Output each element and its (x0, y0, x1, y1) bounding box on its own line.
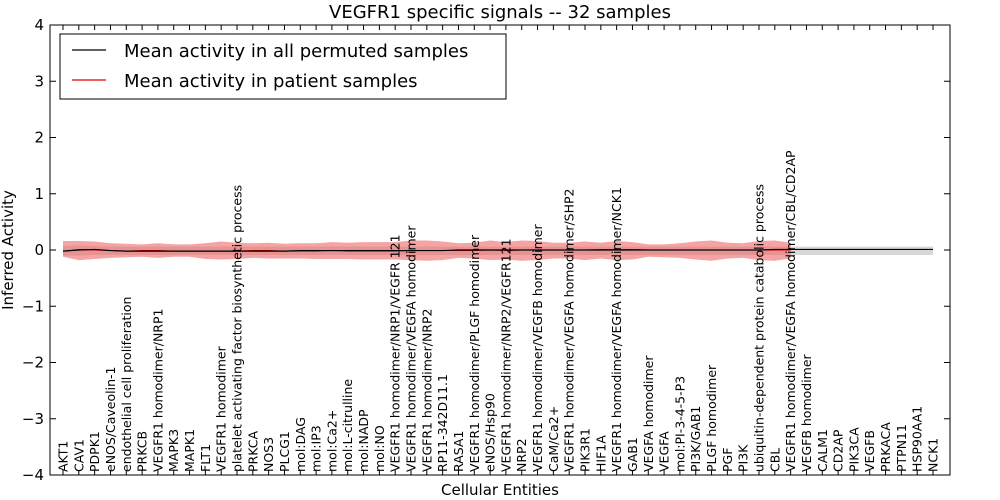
x-tick-label: RP11-342D11.1 (435, 374, 450, 472)
x-tick-label: platelet activating factor biosynthetic … (230, 185, 245, 472)
x-tick-label: CD2AP (831, 429, 846, 472)
x-tick-label: PI3K (736, 444, 751, 472)
y-axis-ticks: 4 3 2 1 0 −1 −2 −3 −4 (22, 16, 950, 484)
x-tick-label: VEGFR1 homodimer/PLGF homodimer (467, 234, 482, 472)
x-tick-label: NCK1 (926, 438, 941, 472)
x-tick-label: HIF1A (593, 435, 608, 472)
x-tick-label: PGF (720, 448, 735, 472)
x-tick-label: ubiquitin-dependent protein catabolic pr… (752, 184, 767, 472)
y-axis-label: Inferred Activity (0, 190, 17, 310)
y-tick-label: −2 (22, 354, 44, 372)
x-tick-label: VEGFR1 homodimer/VEGFA homodimer/NCK1 (609, 187, 624, 472)
legend-label-permuted: Mean activity in all permuted samples (124, 41, 468, 62)
x-tick-label: PRKCB (135, 431, 150, 472)
y-tick-label: −3 (22, 410, 44, 428)
x-tick-label: GAB1 (625, 437, 640, 472)
x-tick-labels: AKT1 CAV1 PDPK1 eNOS/Caveolin-1 endothelial … (56, 25, 941, 475)
x-tick-label: VEGFA homodimer (641, 355, 656, 472)
x-tick-label: mol:IP3 (309, 425, 324, 472)
y-tick-label: 3 (34, 72, 44, 90)
x-tick-label: eNOS/Caveolin-1 (103, 367, 118, 472)
x-tick-label: HSP90AA1 (910, 406, 925, 472)
x-tick-label: VEGFR1 homodimer/VEGFA homodimer/SHP2 (562, 188, 577, 472)
x-tick-label: endothelial cell proliferation (119, 297, 134, 472)
x-tick-label: PIK3CA (846, 427, 861, 472)
legend-label-patient: Mean activity in patient samples (124, 71, 418, 92)
y-tick-label: 0 (34, 241, 44, 259)
x-tick-label: mol:Ca2+ (324, 410, 339, 472)
x-tick-label: VEGFA (657, 431, 672, 472)
x-tick-label: mol:NADP (356, 409, 371, 472)
legend: Mean activity in all permuted samples Me… (59, 33, 507, 100)
x-tick-label: PLCG1 (277, 431, 292, 472)
x-tick-label: eNOS/Hsp90 (483, 393, 498, 472)
x-tick-label: CAV1 (71, 439, 86, 472)
y-tick-label: −4 (22, 466, 44, 484)
y-tick-label: 2 (34, 129, 44, 147)
y-tick-label: −1 (22, 297, 44, 315)
x-tick-label: PLGF homodimer (704, 364, 719, 472)
x-tick-label: NOS3 (261, 437, 276, 472)
x-tick-label: CaM/Ca2+ (546, 406, 561, 472)
y-tick-label: 4 (34, 16, 44, 34)
x-tick-label: VEGFR1 homodimer/NRP2 (419, 309, 434, 472)
x-axis-label: Cellular Entities (441, 481, 559, 499)
legend-frame (59, 33, 507, 100)
x-tick-label: mol:DAG (293, 417, 308, 472)
x-tick-label: CALM1 (815, 429, 830, 472)
x-tick-label: AKT1 (56, 441, 71, 472)
x-tick-label: mol:NO (372, 425, 387, 472)
x-tick-label: VEGFR1 homodimer (214, 345, 229, 472)
x-tick-label: PTPN11 (894, 424, 909, 472)
x-tick-label: PRKACA (878, 422, 893, 472)
x-tick-label: VEGFR1 homodimer/VEGFA homodimer/CBL/CD2… (783, 150, 798, 472)
x-tick-label: MAPK3 (166, 429, 181, 472)
x-tick-label: FLT1 (198, 444, 213, 472)
x-tick-label: mol:PI-3-4-5-P3 (672, 376, 687, 472)
x-tick-label: PDPK1 (87, 431, 102, 472)
x-tick-label: MAPK1 (182, 429, 197, 472)
x-tick-label: CBL (767, 448, 782, 472)
y-tick-label: 1 (34, 185, 44, 203)
x-tick-label: VEGFR1 homodimer/NRP2/VEGFR121 (498, 238, 513, 472)
x-tick-label: RASA1 (451, 431, 466, 472)
x-tick-label: VEGFB (862, 430, 877, 472)
permuted-mean-line (62, 248, 933, 252)
x-tick-label: PI3K/GAB1 (688, 406, 703, 472)
chart-title: VEGFR1 specific signals -- 32 samples (329, 2, 671, 23)
x-tick-label: NRP2 (514, 438, 529, 472)
x-tick-label: PIK3R1 (578, 428, 593, 472)
x-tick-label: VEGFR1 homodimer/VEGFB homodimer (530, 224, 545, 472)
x-tick-label: PRKCA (245, 431, 260, 472)
x-tick-label: mol:L-citrulline (340, 379, 355, 472)
x-tick-label: VEGFR1 homodimer/VEGFA homodimer (404, 225, 419, 472)
x-tick-label: VEGFR1 homodimer/NRP1/VEGFR 121 (388, 234, 403, 472)
x-tick-label: VEGFB homodimer (799, 353, 814, 472)
x-tick-label: VEGFR1 homodimer/NRP1 (150, 309, 165, 472)
series-lines (62, 248, 933, 252)
